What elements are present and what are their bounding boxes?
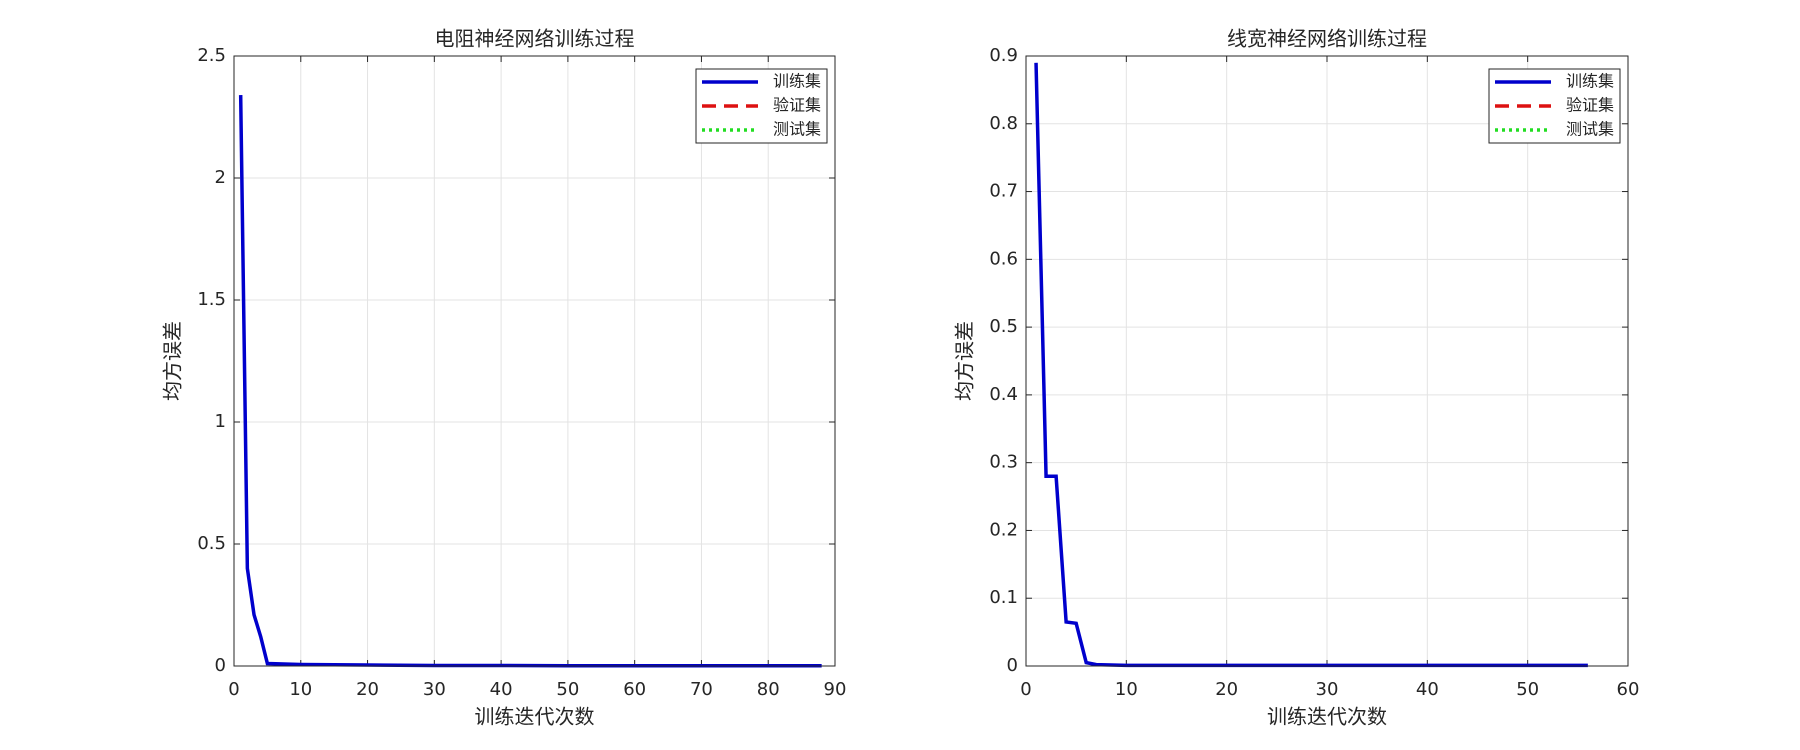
y-tick-label: 0.8	[989, 113, 1018, 134]
y-tick-label: 1.5	[197, 289, 226, 310]
y-tick-label: 0.5	[197, 533, 226, 554]
y-tick-label: 0.3	[989, 452, 1018, 473]
x-tick-label: 10	[289, 679, 312, 700]
legend-label: 测试集	[773, 120, 821, 139]
chart-title: 线宽神经网络训练过程	[1227, 27, 1427, 51]
x-tick-label: 30	[1316, 679, 1339, 700]
x-tick-label: 60	[623, 679, 646, 700]
y-tick-label: 0.9	[989, 45, 1018, 66]
axes-box	[233, 55, 836, 667]
x-tick-label: 0	[228, 679, 239, 700]
legend-label: 验证集	[773, 96, 821, 115]
legend-label: 训练集	[773, 72, 821, 91]
y-tick-label: 2	[215, 167, 226, 188]
x-tick-label: 20	[356, 679, 379, 700]
x-tick-label: 50	[556, 679, 579, 700]
y-tick-label: 2.5	[197, 45, 226, 66]
axes-box	[1025, 55, 1629, 667]
y-axis-label: 均方误差	[161, 321, 185, 401]
x-tick-label: 50	[1516, 679, 1539, 700]
x-tick-label: 0	[1020, 679, 1031, 700]
y-tick-label: 0.2	[989, 519, 1018, 540]
y-tick-label: 0.6	[989, 248, 1018, 269]
legend-label: 测试集	[1566, 120, 1614, 139]
y-tick-label: 0.4	[989, 384, 1018, 405]
x-tick-label: 30	[423, 679, 446, 700]
x-tick-label: 80	[757, 679, 780, 700]
x-axis-label: 训练迭代次数	[1267, 705, 1387, 729]
x-tick-label: 60	[1617, 679, 1640, 700]
y-tick-label: 1	[215, 411, 226, 432]
y-tick-label: 0.5	[989, 316, 1018, 337]
y-tick-label: 0.1	[989, 587, 1018, 608]
y-tick-label: 0.7	[989, 181, 1018, 202]
x-tick-label: 40	[1416, 679, 1439, 700]
legend-label: 验证集	[1566, 96, 1614, 115]
x-tick-label: 10	[1115, 679, 1138, 700]
data-line	[1034, 62, 1588, 668]
axes-bg	[234, 56, 835, 666]
x-axis-label: 训练迭代次数	[475, 705, 595, 729]
y-tick-label: 0	[1007, 655, 1018, 676]
chart-title: 电阻神经网络训练过程	[435, 27, 635, 51]
x-tick-label: 20	[1215, 679, 1238, 700]
y-tick-label: 0	[215, 655, 226, 676]
y-axis-label: 均方误差	[953, 321, 977, 401]
x-tick-label: 90	[824, 679, 847, 700]
x-tick-label: 40	[490, 679, 513, 700]
x-tick-label: 70	[690, 679, 713, 700]
legend-label: 训练集	[1566, 72, 1614, 91]
